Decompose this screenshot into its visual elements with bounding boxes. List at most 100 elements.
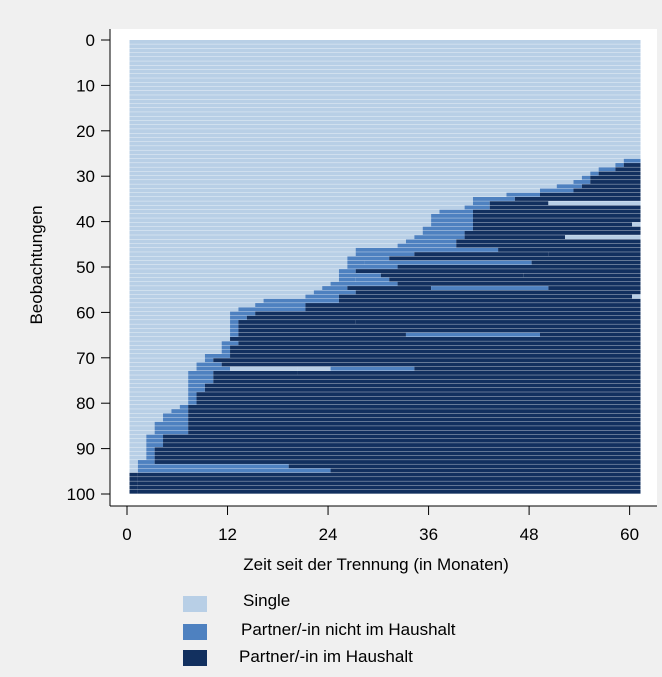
sequence-segment bbox=[129, 379, 189, 384]
sequence-segment bbox=[154, 455, 641, 460]
sequence-segment bbox=[489, 201, 549, 206]
sequence-segment bbox=[498, 247, 641, 252]
sequence-segment bbox=[230, 332, 239, 337]
sequence-segment bbox=[129, 311, 231, 316]
sequence-segment bbox=[129, 112, 641, 117]
sequence-segment bbox=[389, 256, 641, 261]
x-axis-title: Zeit seit der Trennung (in Monaten) bbox=[243, 555, 509, 574]
sequence-segment bbox=[297, 370, 641, 375]
sequence-segment bbox=[129, 218, 432, 223]
sequence-segment bbox=[129, 196, 473, 201]
sequence-segment bbox=[129, 430, 155, 435]
sequence-segment bbox=[129, 320, 231, 324]
sequence-segment bbox=[338, 269, 356, 274]
sequence-segment bbox=[431, 222, 473, 227]
legend-swatch bbox=[183, 596, 207, 612]
sequence-segment bbox=[137, 477, 641, 481]
x-tick-label: 0 bbox=[122, 525, 131, 544]
sequence-segment bbox=[355, 277, 390, 282]
sequence-segment bbox=[129, 396, 189, 401]
y-tick-label: 10 bbox=[76, 76, 95, 95]
sequence-segment bbox=[573, 277, 641, 282]
sequence-segment bbox=[129, 489, 138, 494]
sequence-segment bbox=[464, 205, 490, 210]
sequence-segment bbox=[137, 485, 641, 490]
sequence-segment bbox=[129, 400, 189, 405]
sequence-segment bbox=[531, 260, 641, 265]
sequence-segment bbox=[129, 464, 138, 469]
sequence-segment bbox=[129, 455, 147, 460]
y-tick-label: 80 bbox=[76, 394, 95, 413]
sequence-segment bbox=[255, 303, 306, 307]
sequence-segment bbox=[129, 230, 423, 235]
sequence-segment bbox=[397, 281, 641, 286]
sequence-segment bbox=[129, 434, 147, 439]
sequence-segment bbox=[548, 201, 641, 206]
sequence-segment bbox=[188, 396, 197, 401]
y-tick-label: 90 bbox=[76, 440, 95, 459]
sequence-segment bbox=[313, 290, 356, 295]
sequence-bars bbox=[129, 40, 641, 494]
sequence-segment bbox=[129, 421, 155, 426]
sequence-segment bbox=[230, 315, 247, 320]
sequence-segment bbox=[129, 65, 641, 70]
sequence-segment bbox=[129, 95, 641, 100]
sequence-segment bbox=[598, 167, 616, 172]
sequence-segment bbox=[129, 56, 641, 61]
sequence-segment bbox=[129, 137, 641, 142]
sequence-segment bbox=[129, 52, 641, 57]
sequence-segment bbox=[581, 184, 641, 189]
sequence-segment bbox=[129, 99, 641, 104]
sequence-segment bbox=[204, 383, 641, 388]
sequence-segment bbox=[523, 273, 641, 278]
sequence-segment bbox=[506, 192, 540, 197]
sequence-segment bbox=[129, 205, 465, 210]
sequence-segment bbox=[137, 481, 641, 486]
sequence-segment bbox=[581, 175, 591, 180]
sequence-segment bbox=[129, 69, 641, 74]
sequence-segment bbox=[129, 235, 415, 240]
sequence-segment bbox=[129, 370, 189, 375]
sequence-segment bbox=[129, 409, 172, 414]
sequence-segment bbox=[355, 269, 641, 274]
sequence-segment bbox=[213, 375, 641, 380]
sequence-segment bbox=[288, 464, 641, 469]
sequence-segment bbox=[146, 451, 155, 456]
sequence-segment bbox=[188, 379, 214, 384]
sequence-segment bbox=[129, 103, 641, 108]
sequence-segment bbox=[129, 404, 180, 409]
sequence-segment bbox=[230, 337, 641, 341]
sequence-segment bbox=[129, 337, 231, 341]
sequence-segment bbox=[196, 366, 231, 371]
sequence-segment bbox=[389, 277, 574, 282]
sequence-segment bbox=[305, 294, 339, 299]
sequence-segment bbox=[129, 243, 398, 248]
sequence-segment bbox=[129, 294, 306, 299]
sequence-segment bbox=[347, 260, 365, 265]
sequence-segment bbox=[632, 294, 641, 299]
sequence-segment bbox=[355, 320, 641, 324]
sequence-segment bbox=[456, 243, 641, 248]
sequence-segment bbox=[129, 171, 591, 176]
sequence-segment bbox=[188, 375, 214, 380]
sequence-segment bbox=[129, 158, 624, 163]
sequence-segment bbox=[129, 239, 406, 244]
sequence-segment bbox=[347, 256, 390, 261]
sequence-segment bbox=[163, 417, 189, 422]
sequence-segment bbox=[129, 256, 348, 261]
y-tick-label: 0 bbox=[86, 31, 95, 50]
sequence-segment bbox=[129, 303, 256, 307]
sequence-segment bbox=[539, 264, 641, 269]
sequence-segment bbox=[565, 235, 641, 240]
sequence-segment bbox=[330, 281, 398, 286]
sequence-segment bbox=[230, 366, 298, 371]
sequence-segment bbox=[196, 400, 641, 405]
sequence-segment bbox=[129, 443, 147, 447]
sequence-segment bbox=[230, 353, 641, 358]
sequence-segment bbox=[238, 307, 306, 312]
sequence-segment bbox=[129, 120, 641, 125]
sequence-segment bbox=[380, 273, 524, 278]
sequence-segment bbox=[330, 366, 415, 371]
sequence-segment bbox=[129, 273, 339, 278]
sequence-segment bbox=[472, 222, 633, 227]
